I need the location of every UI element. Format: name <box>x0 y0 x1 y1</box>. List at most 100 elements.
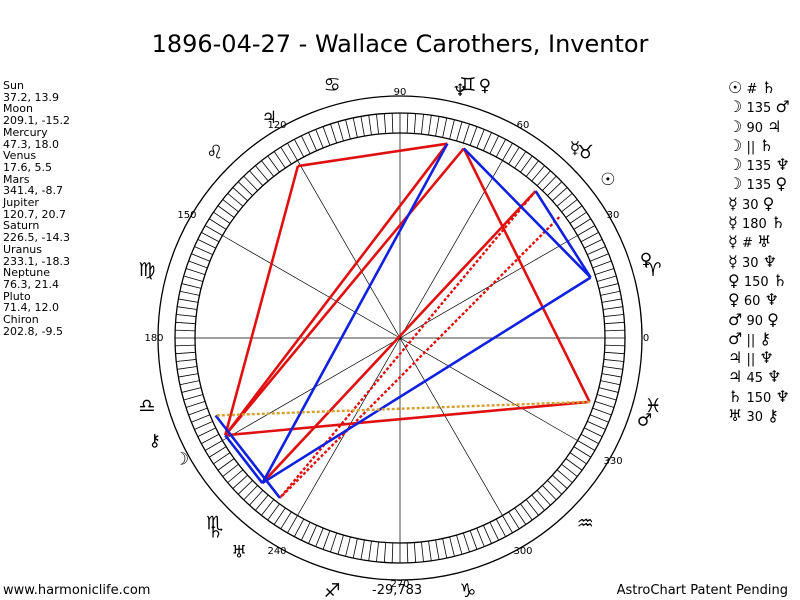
ring-tick <box>580 433 599 444</box>
ring-tick <box>442 117 448 138</box>
aspect-planet-a: ♂ <box>728 328 743 348</box>
ring-tick <box>177 306 198 310</box>
ring-tick <box>204 225 223 236</box>
ring-tick <box>602 366 623 370</box>
ring-tick <box>213 452 231 465</box>
chart-title: 1896-04-27 - Wallace Carothers, Inventor <box>151 30 649 58</box>
ring-tick <box>301 522 311 541</box>
planet-coords: 17.6, 5.5 <box>3 160 52 174</box>
ring-tick <box>602 306 623 310</box>
ring-tick <box>183 275 204 282</box>
aspect-type: || <box>746 139 756 155</box>
ring-tick <box>569 211 587 224</box>
aspect-planet-b: ⚷ <box>759 328 772 348</box>
ring-tick <box>413 113 417 134</box>
ring-tick <box>428 115 432 136</box>
aspect-row: ♄ 150 ♆ <box>728 387 790 406</box>
zodiac-sign: ♉ <box>577 142 594 164</box>
aspect-planet-b: ♂ <box>775 97 790 117</box>
ring-tick <box>442 538 448 559</box>
ring-tick <box>547 480 563 495</box>
ring-tick <box>604 321 625 325</box>
ring-tick <box>301 135 311 154</box>
zodiac-sign: ♏ <box>206 512 223 534</box>
degree-label: 270 <box>390 579 409 590</box>
degree-label: 0 <box>643 333 649 344</box>
ring-tick <box>601 373 622 378</box>
planet-name: Neptune <box>3 266 51 280</box>
ring-tick <box>273 151 286 169</box>
ring-tick <box>456 534 463 555</box>
ring-tick <box>536 170 551 186</box>
ring-tick <box>603 359 624 362</box>
ring-tick <box>604 329 625 332</box>
aspect-planet-b: ♀ <box>775 174 788 194</box>
ring-tick <box>383 542 387 563</box>
ring-tick <box>176 314 197 317</box>
ring-tick <box>208 218 227 230</box>
ring-tick <box>287 142 298 161</box>
aspect-planet-b: ♄ <box>772 270 788 290</box>
degree-label: 300 <box>513 546 532 557</box>
aspect-planet-b: ♆ <box>762 251 777 271</box>
ring-tick <box>469 126 478 146</box>
ring-tick <box>598 387 619 393</box>
aspect-line <box>261 276 592 485</box>
zodiac-sign: ♌ <box>206 142 223 164</box>
wheel-spokes <box>195 133 605 543</box>
aspect-planet-a: ☿ <box>728 251 738 271</box>
zodiac-sign: ♍ <box>138 259 155 281</box>
ring-tick <box>584 427 603 437</box>
ring-tick <box>449 119 455 140</box>
ring-tick <box>476 129 485 149</box>
ring-tick <box>185 400 206 408</box>
degree-label: 150 <box>177 210 196 221</box>
planet-coords: 76.3, 21.4 <box>3 277 59 291</box>
aspect-line <box>225 400 590 437</box>
ring-tick <box>179 290 200 296</box>
aspect-line <box>261 143 449 484</box>
planet-coords: 209.1, -15.2 <box>3 114 70 128</box>
aspect-line <box>278 190 537 499</box>
planet-glyph: ♀ <box>479 76 491 96</box>
aspect-type: 135 <box>746 178 772 194</box>
ring-tick <box>580 232 599 243</box>
outer-ring <box>157 95 643 581</box>
aspect-type: 30 <box>746 410 764 426</box>
zodiac-sign: ♋ <box>324 74 341 96</box>
ring-tick <box>561 463 578 477</box>
ring-tick <box>227 469 244 483</box>
ring-tick <box>596 275 617 282</box>
planet-coords: 37.2, 13.9 <box>3 90 59 104</box>
ring-tick <box>421 114 424 135</box>
ring-tick <box>584 239 603 249</box>
zodiac-sign: ♈ <box>645 259 662 281</box>
ring-tick <box>604 351 625 355</box>
zodiac-sign: ♒ <box>577 512 594 534</box>
ring-tick <box>495 518 506 537</box>
planet-glyph: ♄ <box>208 522 223 542</box>
ring-tick <box>179 380 200 386</box>
ring-tick <box>175 344 196 347</box>
aspect-planet-b: ♄ <box>759 135 774 155</box>
ring-ticks <box>175 113 625 563</box>
aspect-type: 180 <box>741 217 767 233</box>
ring-tick <box>294 139 305 158</box>
planet-name: Venus <box>3 149 37 163</box>
planet-name: Jupiter <box>3 196 39 210</box>
ring-tick <box>476 527 485 547</box>
ring-tick <box>368 115 372 136</box>
aspect-list: ☉ # ♄ ☽ 135 ♂ ☽ 90 ♃ ☽ || ♄ ☽ 135 ♆ ☽ 135 ♀ ☿ … <box>728 78 790 425</box>
aspect-planet-a: ☽ <box>728 155 743 175</box>
planet-name: Chiron <box>3 313 39 327</box>
aspect-row: ♃ || ♆ <box>728 348 790 367</box>
aspect-row: ☽ 135 ♂ <box>728 97 790 116</box>
aspect-line <box>224 434 264 484</box>
ring-tick <box>337 121 344 142</box>
aspect-lines <box>214 142 592 499</box>
ring-tick <box>188 260 208 269</box>
degree-label: 330 <box>603 456 622 467</box>
aspect-planet-b: ♄ <box>761 78 776 97</box>
ring-tick <box>596 394 617 401</box>
